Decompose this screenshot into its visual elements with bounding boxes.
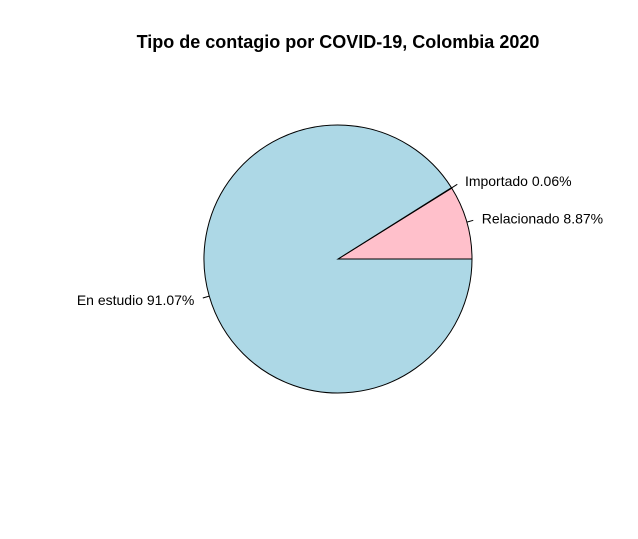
- pie-labels: Relacionado 8.87% Importado 0.06% En estud…: [77, 173, 603, 308]
- pie-label-tick: [202, 295, 210, 299]
- pie-label-en-estudio: En estudio 91.07%: [77, 292, 195, 308]
- pie-slice-en-estudio: [203, 124, 473, 394]
- pie-label-tick: [451, 183, 458, 189]
- pie-label-importado: Importado 0.06%: [465, 173, 572, 189]
- chart-title: Tipo de contagio por COVID-19, Colombia …: [137, 32, 540, 52]
- pie-slices: [203, 124, 473, 394]
- pie-label-tick: [466, 219, 474, 223]
- pie-label-relacionado: Relacionado 8.87%: [482, 210, 603, 226]
